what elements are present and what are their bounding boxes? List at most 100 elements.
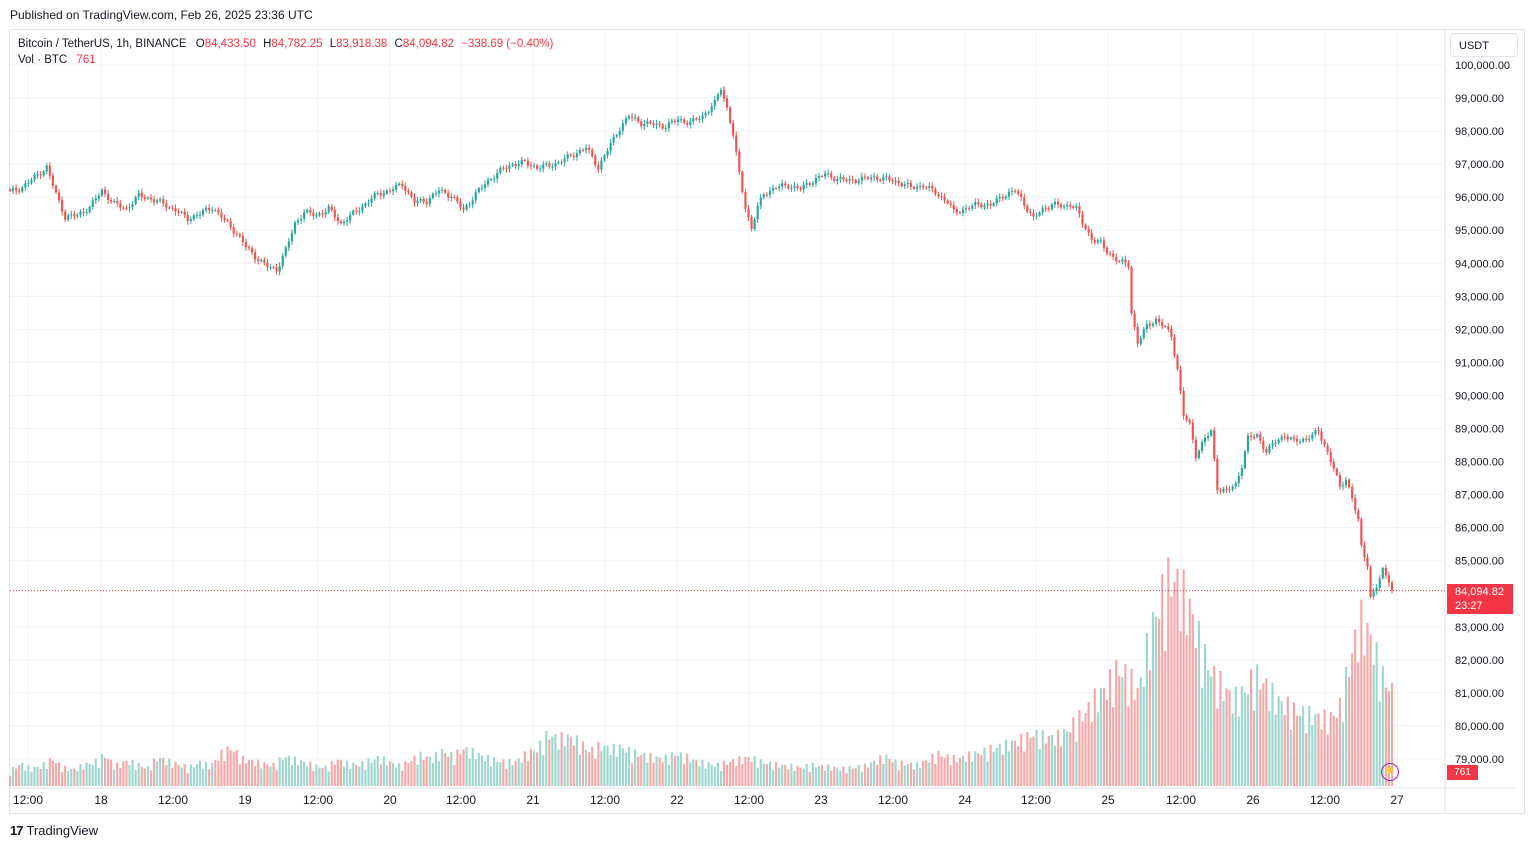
footer-brand[interactable]: 17 TradingView: [10, 823, 98, 838]
candle-body: [272, 267, 275, 269]
candle-body: [670, 120, 673, 123]
candle-body: [174, 208, 177, 212]
volume-bar: [42, 762, 45, 786]
candle: [1069, 201, 1072, 210]
candle: [1133, 310, 1136, 331]
currency-button[interactable]: USDT: [1450, 33, 1518, 57]
volume-bar: [824, 770, 827, 786]
candle-body: [1302, 438, 1305, 442]
volume-bar: [1243, 692, 1246, 786]
candle-body: [811, 183, 814, 186]
volume-bar: [526, 760, 529, 786]
candle-body: [968, 208, 971, 210]
candle-body: [750, 217, 753, 229]
candle: [342, 219, 346, 226]
volume-bar: [1185, 635, 1188, 786]
candle-body: [1329, 452, 1332, 462]
candle-body: [1384, 568, 1387, 576]
candle: [385, 188, 388, 195]
candle-body: [753, 219, 756, 229]
candle: [281, 253, 284, 269]
volume-bar: [765, 764, 768, 786]
candle: [1271, 439, 1274, 450]
volume-bar: [866, 767, 870, 786]
volume-bar: [1004, 739, 1007, 786]
volume-bar: [21, 762, 24, 786]
volume-bar: [1026, 731, 1029, 786]
volume-bar: [364, 769, 367, 786]
volume-bar: [1090, 721, 1093, 786]
candle: [928, 182, 931, 192]
volume-bar: [1207, 670, 1210, 786]
candle-body: [39, 174, 42, 176]
volume-bar: [811, 762, 814, 786]
volume-bar: [827, 764, 830, 786]
volume-bar: [857, 765, 860, 786]
candle: [453, 194, 456, 200]
candle: [134, 195, 137, 206]
candle-body: [891, 180, 894, 182]
candle-body: [223, 217, 226, 220]
candle: [1032, 209, 1035, 221]
candle-body: [845, 179, 848, 181]
candle-body: [321, 213, 324, 215]
candle: [208, 204, 211, 215]
candle-body: [119, 203, 122, 208]
candle-body: [30, 179, 33, 183]
candle-body: [784, 183, 787, 186]
volume-bar: [931, 753, 934, 786]
candle: [303, 209, 306, 223]
candle-body: [45, 165, 48, 172]
candle-body: [1308, 438, 1311, 440]
candle: [836, 175, 839, 185]
volume-bar: [180, 767, 183, 786]
candle-body: [894, 180, 897, 182]
candle: [1338, 472, 1341, 490]
candle-body: [1283, 436, 1286, 438]
volume-bar: [220, 749, 223, 786]
candle-body: [110, 199, 113, 202]
volume-bar: [214, 759, 217, 786]
volume-bar: [1240, 686, 1243, 786]
volume-bar: [1200, 687, 1204, 786]
change-value: −338.69 (−0.40%): [461, 38, 554, 50]
candle: [1222, 487, 1225, 494]
volume-bar: [768, 761, 772, 786]
y-tick-label: 86,000.00: [1455, 523, 1504, 535]
candle-body: [134, 196, 137, 205]
candle-body: [661, 124, 664, 129]
candle: [952, 201, 955, 214]
volume-bar: [992, 751, 995, 786]
volume-bar: [1075, 741, 1078, 786]
candle-body: [578, 149, 582, 154]
candle: [398, 182, 401, 187]
volume-bar: [419, 751, 422, 786]
volume-bar: [1047, 735, 1050, 786]
lightning-icon[interactable]: ⚡: [1381, 763, 1399, 781]
volume-bar: [888, 758, 891, 786]
candle: [1329, 448, 1332, 466]
volume-bar: [1372, 664, 1375, 786]
volume-bar: [453, 765, 456, 786]
volume-bar: [502, 759, 505, 786]
volume-bar: [520, 762, 523, 786]
chart-panel[interactable]: [9, 29, 1525, 814]
candle-body: [1047, 208, 1050, 210]
candle-body: [652, 123, 655, 126]
candle-body: [382, 193, 385, 196]
candle: [1151, 322, 1155, 328]
candle: [1268, 443, 1271, 455]
volume-bar: [532, 751, 536, 786]
candle: [235, 230, 238, 237]
candle-body: [983, 205, 986, 208]
candle-body: [410, 192, 413, 197]
candle-body: [1154, 318, 1158, 324]
volume-bar: [189, 764, 192, 786]
volume-bar: [413, 755, 416, 786]
volume-bar: [447, 756, 450, 786]
candle: [1277, 437, 1280, 445]
candle: [1335, 467, 1338, 477]
volume-bar: [165, 765, 168, 786]
volume-bar: [529, 749, 533, 786]
